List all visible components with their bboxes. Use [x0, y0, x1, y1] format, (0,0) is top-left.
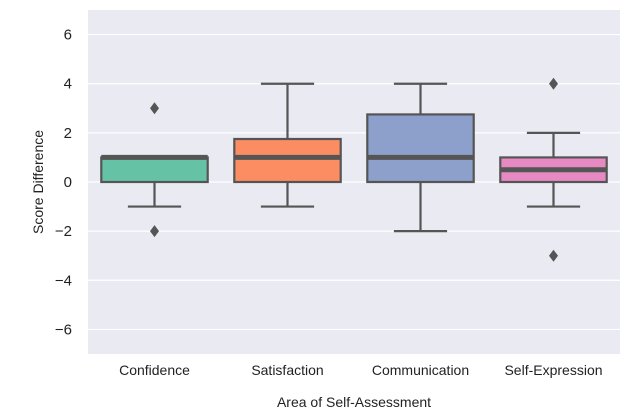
box-communication	[366, 82, 475, 233]
y-tick-label: 6	[64, 27, 72, 44]
boxes	[100, 77, 608, 262]
outlier-point	[549, 249, 558, 262]
y-tick-labels: 6 4 2 0 −2 −4 −6	[55, 27, 72, 339]
x-tick-label: Self-Expression	[504, 362, 602, 378]
y-tick-label: −4	[55, 272, 72, 289]
outlier-point	[150, 225, 159, 238]
y-axis-label: Score Difference	[30, 130, 46, 234]
box-iqr	[100, 156, 209, 184]
box-satisfaction	[233, 82, 342, 208]
y-tick-label: 2	[64, 125, 72, 142]
x-tick-label: Communication	[372, 362, 469, 378]
x-tick-label: Satisfaction	[251, 362, 323, 378]
x-tick-label: Confidence	[119, 362, 190, 378]
box-iqr	[233, 137, 342, 184]
outlier-point	[549, 77, 558, 90]
y-tick-label: −2	[55, 223, 72, 240]
box-confidence	[100, 102, 209, 238]
outlier-point	[150, 102, 159, 115]
x-tick-labels: Confidence Satisfaction Communication Self-…	[119, 362, 602, 378]
y-tick-label: −6	[55, 321, 72, 338]
box-self-expression	[499, 77, 608, 262]
x-axis-label: Area of Self-Assessment	[277, 394, 431, 410]
box-iqr	[366, 113, 475, 184]
y-tick-label: 4	[64, 76, 72, 93]
y-tick-label: 0	[64, 174, 72, 191]
